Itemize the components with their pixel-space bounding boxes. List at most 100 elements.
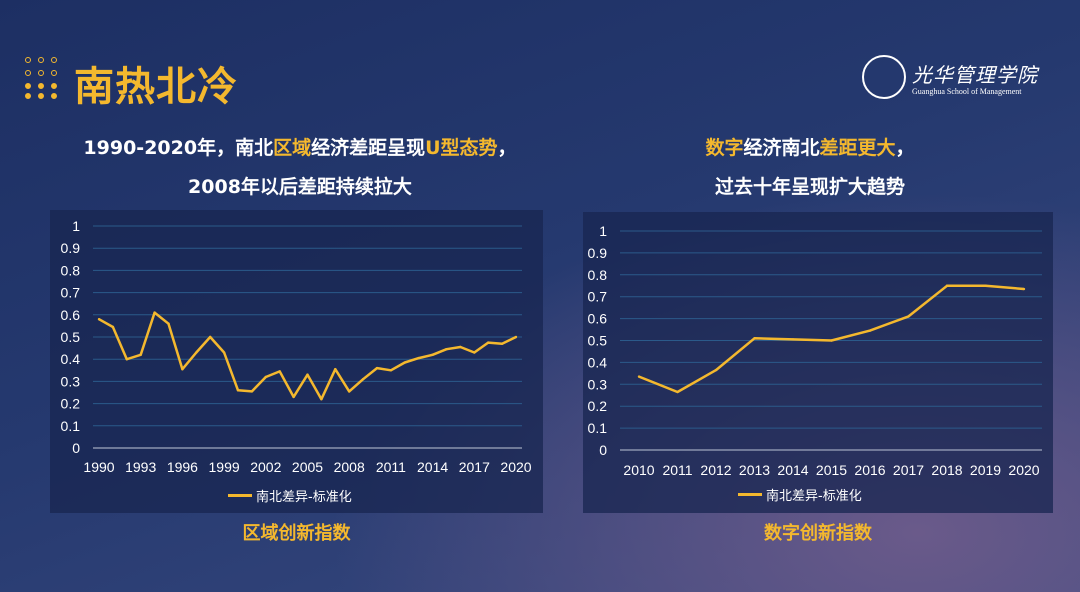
data-point	[1022, 287, 1026, 291]
data-point	[445, 348, 448, 351]
y-tick-label: 0.2	[588, 398, 608, 414]
chart-svg: 0 0.1 0.2 0.3 0.4 0.5 0.6 0.7 0.8 0.9 1 1990 1993 199…	[61, 218, 532, 475]
page-title: 南热北冷	[74, 64, 238, 110]
y-tick-label: 0.1	[588, 420, 608, 436]
data-point	[375, 366, 379, 370]
data-point	[945, 284, 949, 287]
right-heading-line1: 数字经济南北差距更大，	[705, 137, 915, 159]
data-point	[139, 353, 142, 356]
x-tick-label: 2005	[292, 459, 323, 475]
series-line	[638, 284, 1025, 394]
data-point	[676, 390, 679, 394]
y-tick-label: 0.9	[588, 245, 608, 261]
data-point	[181, 367, 184, 371]
data-point	[348, 390, 351, 393]
y-tick-label: 0.4	[61, 351, 81, 367]
data-point	[153, 311, 156, 314]
x-tick-label: 2020	[1008, 462, 1039, 478]
y-tick-label: 0.5	[61, 329, 81, 345]
data-point	[167, 322, 170, 325]
y-tick-label: 0	[599, 442, 607, 458]
x-tick-label: 1999	[209, 459, 240, 475]
x-tick-label: 2017	[459, 459, 490, 475]
y-tick-label: 0.3	[61, 373, 81, 389]
decorative-dots-icon	[25, 57, 61, 101]
right-chart-caption: 数字创新指数	[764, 523, 872, 544]
x-tick-label: 2014	[417, 459, 448, 475]
x-tick-label: 2012	[700, 462, 731, 478]
y-tick-label: 0	[72, 440, 80, 456]
x-tick-label: 2002	[250, 459, 281, 475]
y-tick-label: 0.9	[61, 240, 81, 256]
data-point	[514, 335, 518, 339]
data-point	[459, 345, 462, 349]
x-tick-label: 2011	[662, 462, 692, 478]
logo-text-en: Guanghua School of Management	[912, 87, 1022, 96]
chart-svg: 0 0.1 0.2 0.3 0.4 0.5 0.6 0.7 0.8 0.9 1 2010 2011 201…	[588, 223, 1042, 478]
chart-legend: 南北差异-标准化	[738, 485, 862, 504]
data-point	[250, 390, 254, 393]
data-point	[361, 377, 365, 381]
chart-legend: 南北差异-标准化	[228, 486, 352, 505]
data-point	[278, 370, 281, 373]
x-tick-label: 2013	[739, 462, 770, 478]
data-point	[222, 351, 226, 354]
left-chart-caption: 区域创新指数	[242, 523, 351, 544]
x-tick-label: 2016	[854, 462, 885, 478]
x-tick-label: 2020	[500, 459, 531, 475]
data-point	[907, 315, 910, 318]
data-point	[637, 375, 641, 378]
data-point	[209, 335, 212, 339]
data-point	[264, 375, 267, 379]
data-point	[714, 368, 718, 372]
y-tick-label: 0.7	[588, 289, 608, 305]
data-point	[431, 353, 434, 356]
x-tick-label: 2015	[816, 462, 847, 478]
data-point	[320, 397, 323, 401]
y-tick-label: 0.7	[61, 285, 81, 301]
data-point	[97, 318, 101, 321]
x-tick-label: 2018	[931, 462, 962, 478]
left-heading-line2: 2008年以后差距持续拉大	[188, 176, 412, 198]
data-point	[389, 369, 393, 372]
legend-label: 南北差异-标准化	[766, 489, 862, 504]
y-tick-label: 0.8	[61, 262, 81, 278]
data-point	[500, 342, 504, 345]
data-point	[487, 341, 490, 344]
y-tick-label: 1	[599, 223, 607, 239]
y-tick-label: 0.1	[61, 418, 81, 434]
data-point	[306, 373, 309, 376]
x-tick-label: 2010	[623, 462, 654, 478]
y-tick-label: 0.2	[61, 396, 81, 412]
series-line	[98, 311, 517, 401]
right-heading-line2: 过去十年呈现扩大趋势	[714, 176, 905, 198]
x-tick-label: 1990	[83, 459, 114, 475]
data-point	[334, 367, 337, 371]
data-point	[473, 351, 476, 354]
legend-swatch	[228, 494, 252, 497]
digital-innovation-chart: 0 0.1 0.2 0.3 0.4 0.5 0.6 0.7 0.8 0.9 1 2010 2011 201…	[583, 212, 1053, 513]
y-tick-label: 0.8	[588, 267, 608, 283]
x-tick-label: 1993	[125, 459, 156, 475]
data-point	[403, 361, 406, 364]
y-tick-label: 0.6	[588, 311, 608, 327]
left-heading-line1: 1990-2020年，南北区域经济差距呈现U型态势，	[83, 137, 517, 159]
legend-swatch	[738, 493, 762, 496]
data-point	[984, 284, 987, 287]
x-tick-label: 1996	[167, 459, 198, 475]
y-tick-label: 0.4	[588, 354, 608, 370]
data-point	[417, 356, 420, 360]
x-tick-label: 2008	[334, 459, 365, 475]
data-point	[292, 395, 295, 399]
data-point	[236, 389, 240, 392]
y-tick-label: 0.3	[588, 376, 608, 392]
x-tick-label: 2019	[970, 462, 1001, 478]
regional-innovation-chart: 0 0.1 0.2 0.3 0.4 0.5 0.6 0.7 0.8 0.9 1 1990 1993 199…	[50, 210, 543, 513]
data-point	[868, 329, 872, 332]
x-tick-label: 2011	[376, 459, 406, 475]
y-tick-label: 0.5	[588, 333, 608, 349]
data-point	[195, 351, 198, 354]
data-point	[791, 338, 795, 341]
data-point	[111, 325, 115, 329]
data-point	[125, 358, 128, 361]
